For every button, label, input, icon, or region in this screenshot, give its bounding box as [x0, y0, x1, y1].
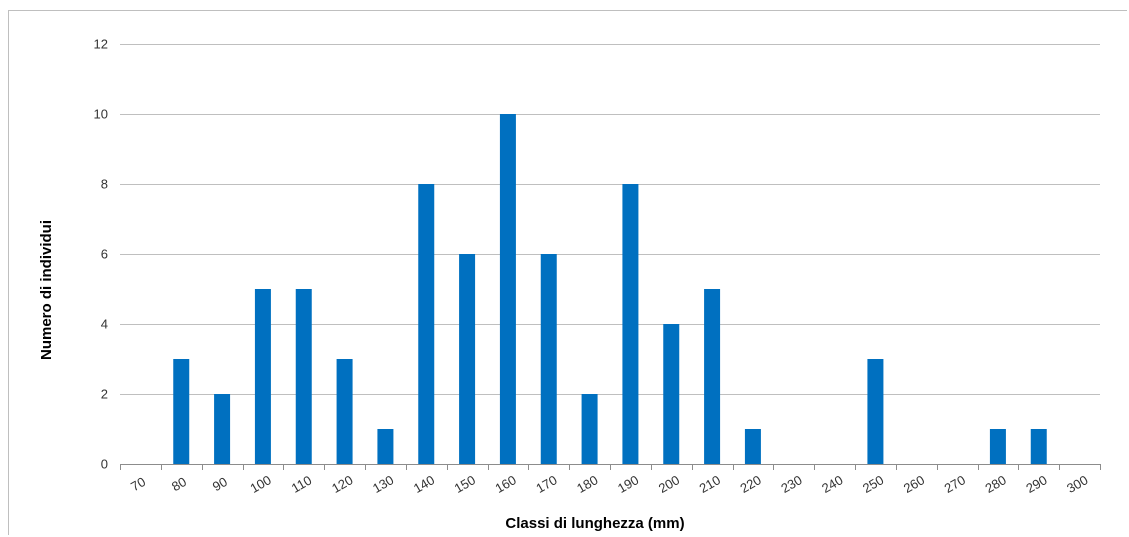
x-tick-label: 240 — [819, 472, 845, 496]
x-tick-label: 70 — [128, 474, 148, 494]
x-tick-label: 220 — [738, 472, 764, 496]
x-tick-label: 200 — [656, 472, 682, 496]
x-tick-label: 230 — [778, 472, 804, 496]
bar — [663, 324, 680, 464]
bar — [214, 394, 231, 464]
bar — [295, 289, 312, 464]
bar — [459, 254, 476, 464]
y-tick-label: 12 — [94, 37, 108, 52]
x-tick-label: 150 — [452, 472, 478, 496]
x-tick-label: 190 — [615, 472, 641, 496]
x-tick-label: 290 — [1023, 472, 1049, 496]
y-tick-label: 2 — [101, 387, 108, 402]
gridlines — [120, 44, 1100, 395]
y-tick-label: 4 — [101, 317, 108, 332]
x-tick-label: 300 — [1064, 472, 1090, 496]
bar — [540, 254, 557, 464]
x-tick-label: 270 — [942, 472, 968, 496]
bar — [867, 359, 884, 464]
x-tick-label: 110 — [289, 472, 314, 495]
bar — [744, 429, 761, 464]
y-tick-label: 0 — [101, 457, 108, 472]
x-tick-label: 260 — [901, 472, 927, 496]
bar — [1030, 429, 1047, 464]
bar — [499, 114, 516, 464]
x-tick-label: 120 — [329, 472, 355, 496]
chart-frame — [8, 10, 1127, 535]
bar — [377, 429, 394, 464]
bar — [336, 359, 353, 464]
x-tick-label: 80 — [169, 474, 189, 494]
bar — [173, 359, 190, 464]
axes — [120, 464, 1101, 470]
bar — [989, 429, 1006, 464]
y-tick-label: 10 — [94, 107, 108, 122]
x-tick-labels: 70 80 90 100 110 120 130 140 150 160 170 180 190 200 2… — [128, 472, 1090, 496]
y-tick-labels: 0 2 4 6 8 10 12 — [94, 37, 108, 472]
x-tick-label: 130 — [370, 472, 396, 496]
bar — [704, 289, 721, 464]
bar — [254, 289, 271, 464]
y-axis-title: Numero di individui — [38, 220, 55, 360]
y-tick-label: 6 — [101, 247, 108, 262]
x-axis-title: Classi di lunghezza (mm) — [505, 515, 684, 532]
x-tick-label: 140 — [411, 472, 437, 496]
y-tick-label: 8 — [101, 177, 108, 192]
x-tick-label: 180 — [574, 472, 600, 496]
bar — [418, 184, 435, 464]
x-tick-label: 160 — [493, 472, 519, 496]
x-tick-label: 170 — [533, 472, 559, 496]
bar — [622, 184, 639, 464]
x-tick-label: 210 — [697, 472, 723, 496]
x-tick-label: 100 — [248, 472, 274, 496]
bars — [173, 114, 1047, 464]
bar — [581, 394, 598, 464]
x-tick-label: 250 — [860, 472, 886, 496]
x-tick-label: 90 — [210, 474, 230, 494]
x-tick-label: 280 — [983, 472, 1009, 496]
